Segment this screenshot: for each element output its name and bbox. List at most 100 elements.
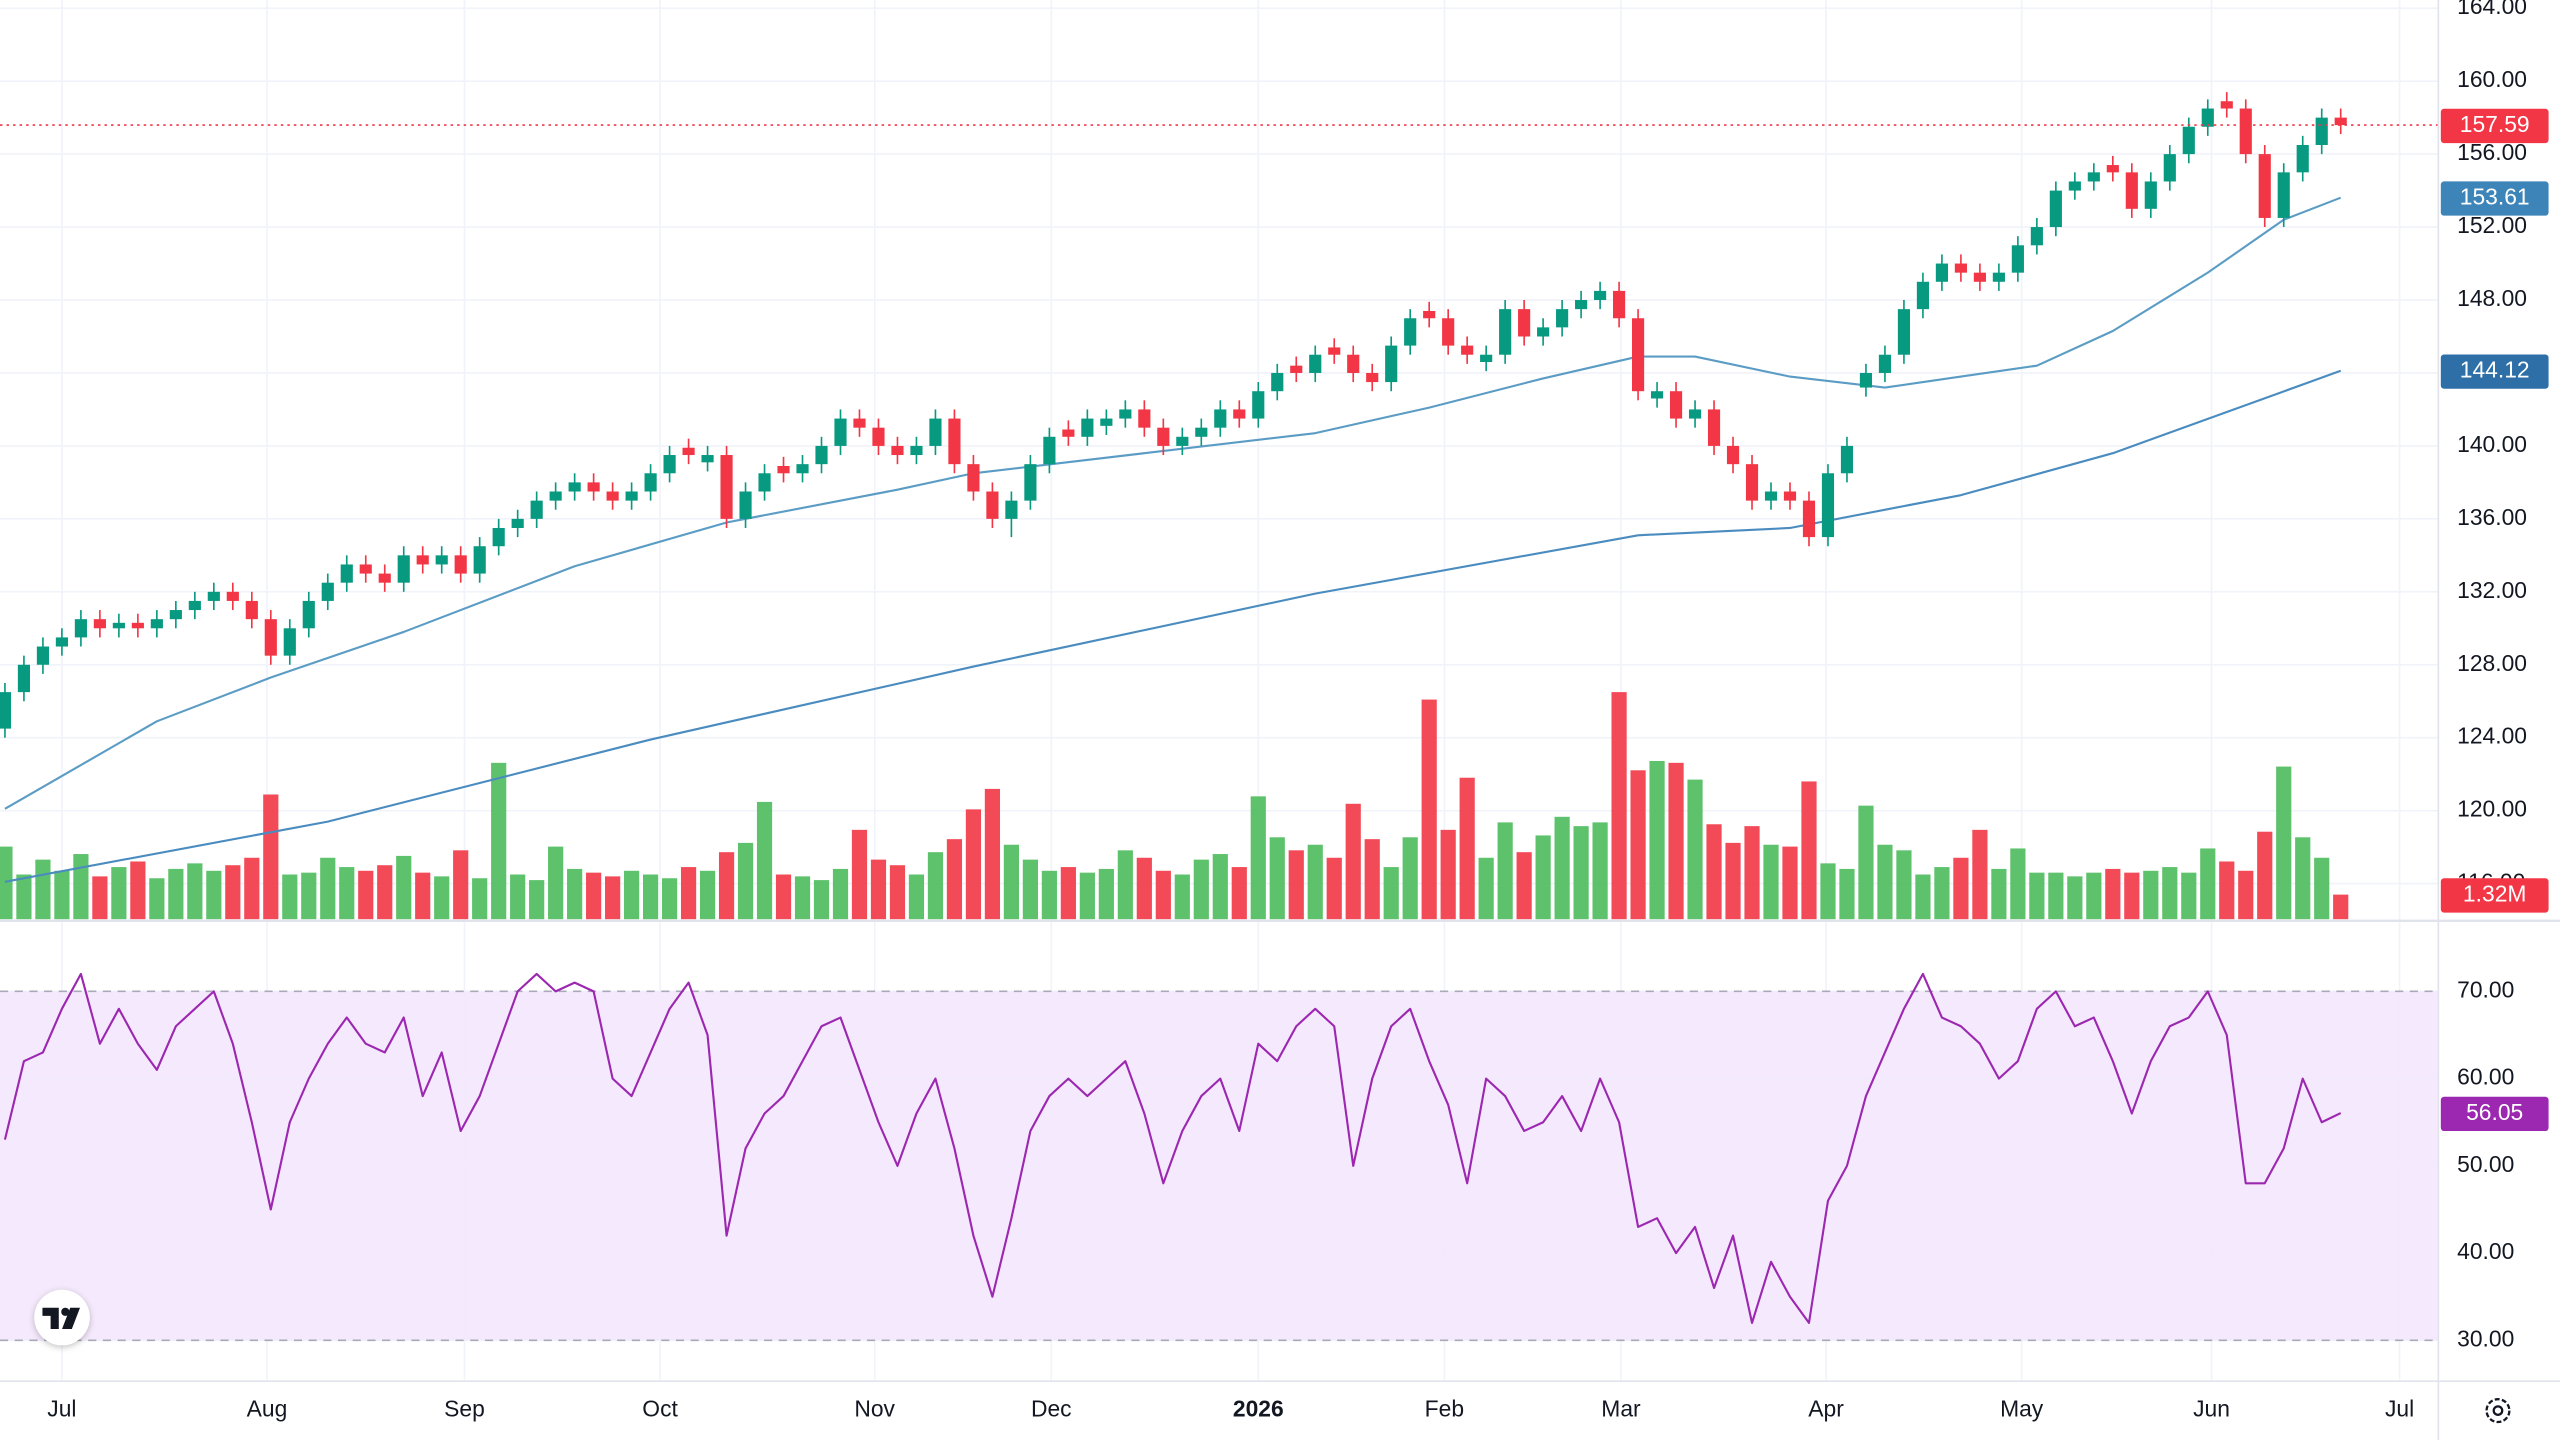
candle-body: [397, 555, 410, 583]
candle-body: [777, 465, 790, 474]
volume-bar: [2333, 894, 2349, 920]
volume-bar: [851, 829, 868, 920]
volume-bar: [1459, 777, 1475, 920]
candle-body: [587, 482, 600, 492]
volume-bar: [1972, 829, 1988, 920]
settings-button[interactable]: [2485, 1398, 2511, 1424]
volume-bar: [1668, 762, 1684, 920]
candle-body: [853, 418, 866, 428]
candle-body: [1916, 281, 1929, 310]
candle-body: [1783, 491, 1797, 501]
x-tick-label: Jul: [2385, 1396, 2414, 1422]
volume-bar: [1098, 868, 1114, 920]
candle-body: [1252, 391, 1265, 419]
candle-body: [1935, 263, 1948, 282]
logo[interactable]: [34, 1289, 90, 1346]
volume-bar: [1174, 874, 1190, 920]
volume-bar: [1991, 868, 2007, 920]
candle-body: [1138, 409, 1151, 428]
volume-bar: [1155, 870, 1171, 920]
volume-bar: [1231, 867, 1247, 920]
candle-body: [1556, 309, 1569, 328]
candle-body: [1423, 310, 1436, 319]
candle-body: [2011, 245, 2024, 273]
candle-body: [359, 564, 372, 574]
x-tick-label: Aug: [247, 1396, 288, 1422]
volume-bar: [434, 876, 450, 920]
candle-body: [796, 464, 809, 474]
candle-body: [55, 637, 68, 647]
volume-bar: [680, 867, 697, 920]
volume-bar: [1402, 837, 1418, 920]
candle-body: [1954, 263, 1967, 273]
volume-bar: [1801, 781, 1817, 920]
volume-bar: [1820, 863, 1836, 920]
volume-bar: [2219, 861, 2235, 920]
candle-body: [758, 473, 771, 492]
candle-body: [1024, 464, 1037, 501]
volume-bar: [2143, 870, 2159, 920]
price-pane: [0, 92, 2438, 883]
volume-bar: [2162, 867, 2178, 920]
volume-badge-bg: [2440, 878, 2549, 913]
volume-bar: [2295, 837, 2311, 920]
volume-bar: [244, 857, 260, 920]
y-tick-label: 136.00: [2457, 504, 2527, 530]
candle-body: [720, 455, 733, 519]
volume-bar: [529, 880, 545, 920]
rsi-band: [0, 991, 2438, 1341]
volume-bar: [889, 865, 906, 920]
volume-bar: [225, 865, 241, 920]
candle-body: [1594, 290, 1607, 301]
volume-bar: [1326, 857, 1342, 920]
gear-outline: [2485, 1398, 2511, 1424]
candle-body: [910, 445, 923, 456]
volume-bar: [984, 788, 1001, 920]
y-tick-label: 128.00: [2457, 650, 2527, 676]
candle-body: [1195, 427, 1208, 437]
rsi-badge-bg: [2440, 1096, 2549, 1132]
candle-body: [1081, 418, 1094, 437]
moving-average-badge: 144.12: [2460, 357, 2530, 383]
volume-bar: [2029, 872, 2045, 920]
candle-body: [834, 418, 847, 446]
volume-bar: [1839, 868, 1855, 920]
candle-body: [701, 455, 714, 463]
volume-bar: [813, 880, 830, 920]
volume-bar: [624, 870, 640, 920]
x-tick-label: Dec: [1031, 1396, 1072, 1422]
volume-bar: [2257, 831, 2273, 920]
volume-bar: [567, 868, 583, 920]
candle-body: [1802, 500, 1816, 538]
candle-body: [2068, 181, 2081, 191]
candle-body: [530, 500, 543, 519]
candle-body: [2277, 172, 2290, 218]
volume-bar: [1725, 842, 1741, 920]
volume-bar: [16, 874, 32, 920]
candle-body: [1973, 272, 1986, 282]
volume-bar: [718, 852, 735, 920]
candle-body: [1461, 345, 1474, 355]
volume-bar: [1212, 854, 1228, 920]
volume-bar: [1592, 822, 1608, 920]
volume-bar: [832, 868, 849, 920]
candle-body: [1442, 318, 1455, 346]
candle-body: [1233, 409, 1246, 419]
candle-body: [872, 427, 885, 446]
volume-bar: [92, 876, 108, 920]
volume-bar: [870, 859, 887, 920]
y-tick-label: 160.00: [2457, 66, 2527, 92]
volume-bar: [1269, 837, 1285, 920]
candle-body: [1650, 391, 1664, 399]
candle-body: [625, 491, 638, 501]
volume-bar: [396, 855, 412, 920]
candle-body: [1631, 318, 1645, 392]
volume-bar: [187, 863, 203, 920]
candle-body: [1518, 309, 1531, 337]
candle-body: [549, 491, 562, 501]
candle-body: [1840, 445, 1854, 474]
volume-bar: [2200, 848, 2216, 920]
volume-bar: [794, 876, 811, 920]
candle-body: [1726, 445, 1740, 465]
